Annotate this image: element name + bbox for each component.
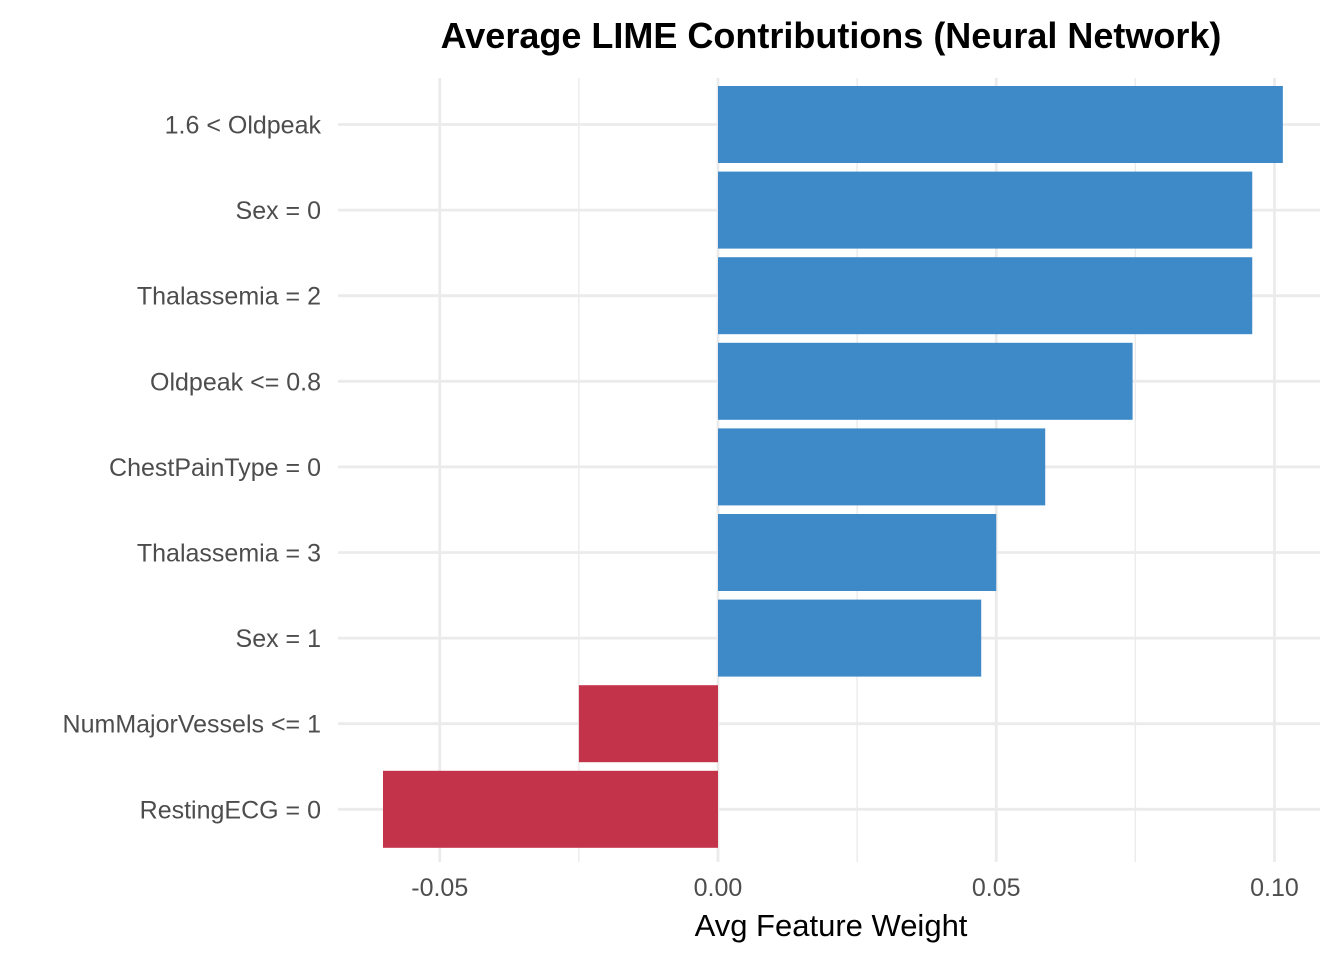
bar-5 [718,514,997,591]
chart-title: Average LIME Contributions (Neural Netwo… [441,15,1222,56]
label-layer: 1.6 < Oldpeak Sex = 0 Thalassemia = 2 Oldpe… [63,112,1299,903]
bar-4 [718,428,1046,506]
bar-layer [382,86,1283,848]
x-axis-label: Avg Feature Weight [695,908,968,943]
y-tick-label: NumMajorVessels <= 1 [63,711,321,739]
bar-0 [718,86,1283,163]
bar-2 [718,257,1253,335]
y-tick-label: ChestPainType = 0 [109,454,321,482]
y-tick-label: Thalassemia = 2 [137,283,321,311]
y-tick-label: 1.6 < Oldpeak [165,112,322,140]
bar-3 [718,342,1133,420]
x-tick-label: 0.10 [1250,874,1299,902]
bar-6 [718,599,982,677]
y-tick-label: Sex = 1 [236,625,321,653]
x-tick-label: 0.05 [972,874,1021,902]
y-tick-label: Oldpeak <= 0.8 [150,368,321,396]
x-tick-label: 0.00 [694,874,743,902]
y-tick-label: Thalassemia = 3 [137,540,321,568]
y-tick-label: RestingECG = 0 [140,796,321,824]
bar-7 [578,685,718,763]
x-tick-label: -0.05 [411,874,468,902]
bar-8 [382,770,718,848]
bar-1 [718,171,1253,249]
y-tick-label: Sex = 0 [236,197,321,225]
